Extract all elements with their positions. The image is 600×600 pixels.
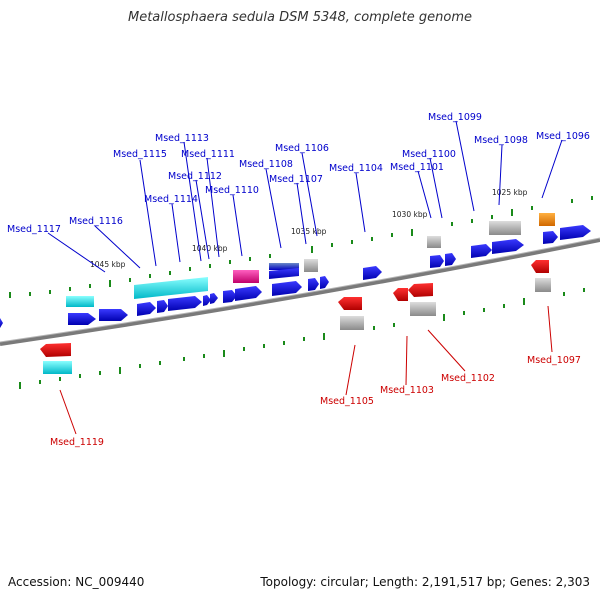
gene-label-msed-1114[interactable]: Msed_1114 [144,194,198,205]
gene-label-msed-1115[interactable]: Msed_1115 [113,149,167,160]
gene-label-msed-1108[interactable]: Msed_1108 [239,159,293,170]
gene-arrow [223,290,237,303]
reverse-gene-labels: Msed_1119 Msed_1105 Msed_1103 Msed_1102 … [50,355,581,448]
gene-arrow [471,244,492,258]
gene-label-msed-1104[interactable]: Msed_1104 [329,163,383,174]
gene-arrow [0,318,3,328]
forward-tick-row [9,196,593,298]
gene-block [43,361,72,374]
gene-arrow [269,268,299,279]
forward-genes [0,213,591,328]
gene-block [269,263,299,270]
gene-block [134,277,208,299]
forward-gene-labels: Msed_1117 Msed_1116 Msed_1115 Msed_1114 … [7,112,590,235]
gene-arrow [168,296,202,311]
gene-label-msed-1113[interactable]: Msed_1113 [155,133,209,144]
gene-block [539,213,555,226]
gene-arrow [320,276,329,289]
gene-label-msed-1116[interactable]: Msed_1116 [69,216,123,227]
map-title: Metallosphaera sedula DSM 5348, complete… [127,10,473,25]
gene-block [66,296,94,307]
gene-arrow [308,278,319,291]
forward-leader-lines [47,120,563,273]
gene-arrow [272,281,302,296]
gene-arrow [393,288,408,301]
gene-arrow [543,231,558,244]
gene-block [535,278,551,292]
gene-arrow [492,239,524,254]
gene-label-msed-1105[interactable]: Msed_1105 [320,396,374,407]
gene-arrow [157,300,168,313]
gene-arrow [68,313,96,325]
gene-arrow [408,283,433,297]
gene-block [304,259,318,272]
kbp-marker-1035: 1035 kbp [291,227,327,236]
gene-arrow [210,293,218,304]
gene-label-msed-1101[interactable]: Msed_1101 [390,162,444,173]
gene-arrow [137,302,156,316]
gene-label-msed-1119[interactable]: Msed_1119 [50,437,104,448]
gene-label-msed-1099[interactable]: Msed_1099 [428,112,482,123]
genome-backbone [0,238,600,346]
gene-block [489,221,521,235]
gene-arrow [203,295,211,306]
gene-arrow [560,225,591,240]
gene-label-msed-1100[interactable]: Msed_1100 [402,149,456,160]
kbp-marker-1040: 1040 kbp [192,244,228,253]
reverse-tick-row [19,288,585,389]
gene-label-msed-1102[interactable]: Msed_1102 [441,373,495,384]
gene-arrow [40,343,71,357]
gene-label-msed-1098[interactable]: Msed_1098 [474,135,528,146]
gene-arrow [235,286,262,301]
gene-block [340,316,364,330]
gene-arrow [430,255,444,268]
gene-label-msed-1110[interactable]: Msed_1110 [205,185,259,196]
gene-arrow [363,266,382,280]
gene-arrow [531,260,549,273]
accession-text: Accession: NC_009440 [8,575,145,589]
gene-label-msed-1106[interactable]: Msed_1106 [275,143,329,154]
gene-label-msed-1096[interactable]: Msed_1096 [536,131,590,142]
gene-arrow [445,253,456,266]
gene-block [427,236,441,248]
gene-label-msed-1112[interactable]: Msed_1112 [168,171,222,182]
gene-label-msed-1103[interactable]: Msed_1103 [380,385,434,396]
gene-label-msed-1111[interactable]: Msed_1111 [181,149,235,160]
kbp-marker-1025: 1025 kbp [492,188,528,197]
gene-label-msed-1097[interactable]: Msed_1097 [527,355,581,366]
gene-arrow [99,309,128,321]
genome-summary-text: Topology: circular; Length: 2,191,517 bp… [260,575,590,589]
gene-label-msed-1107[interactable]: Msed_1107 [269,174,323,185]
gene-label-msed-1117[interactable]: Msed_1117 [7,224,61,235]
kbp-marker-1045: 1045 kbp [90,260,126,269]
reverse-leader-lines [59,305,553,435]
reverse-genes [40,260,551,374]
gene-block [233,270,259,283]
gene-block [410,302,436,316]
gene-arrow [338,297,362,310]
kbp-marker-1030: 1030 kbp [392,210,428,219]
